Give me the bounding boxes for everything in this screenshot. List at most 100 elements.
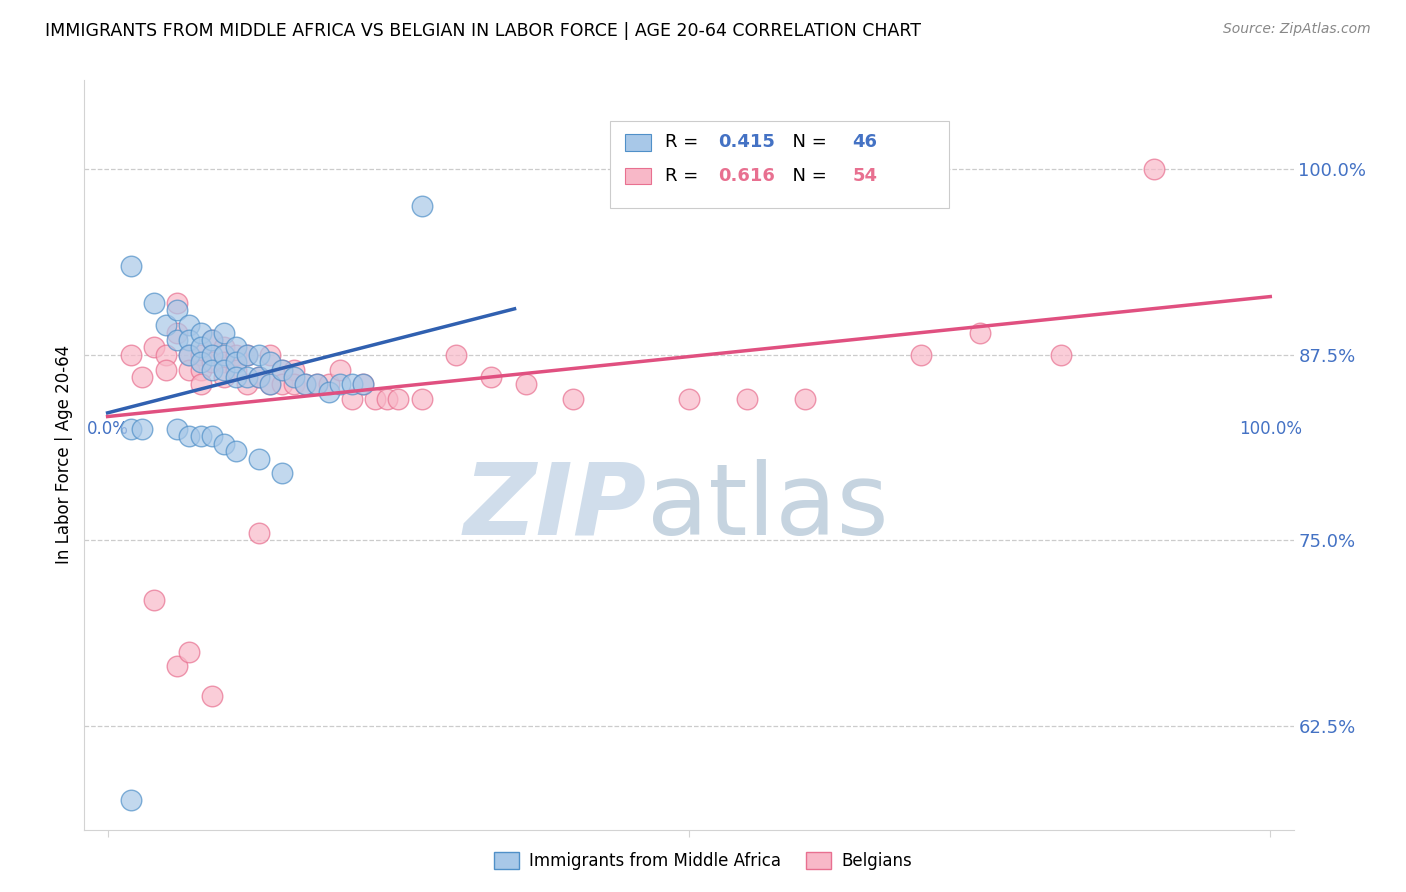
Point <box>212 362 235 376</box>
Point <box>155 348 177 362</box>
Point <box>225 355 247 369</box>
Point <box>212 355 235 369</box>
Text: N =: N = <box>780 134 832 152</box>
Point <box>166 326 188 340</box>
Point <box>364 392 387 407</box>
Point <box>283 377 305 392</box>
Point <box>201 333 224 347</box>
Point <box>225 444 247 458</box>
Text: R =: R = <box>665 134 704 152</box>
Point <box>411 392 433 407</box>
Point <box>120 422 142 436</box>
Point <box>177 318 200 332</box>
Point <box>352 377 374 392</box>
Point <box>177 348 200 362</box>
Point <box>177 362 200 376</box>
Point <box>515 377 537 392</box>
Point <box>305 377 328 392</box>
Point <box>247 370 270 384</box>
Point <box>225 348 247 362</box>
Point <box>271 362 294 376</box>
Point <box>271 377 294 392</box>
Point <box>177 333 200 347</box>
Point <box>166 296 188 310</box>
Point <box>969 326 991 340</box>
Point <box>120 793 142 807</box>
Point <box>247 348 270 362</box>
Point <box>247 451 270 466</box>
Point <box>143 296 166 310</box>
Text: IMMIGRANTS FROM MIDDLE AFRICA VS BELGIAN IN LABOR FORCE | AGE 20-64 CORRELATION : IMMIGRANTS FROM MIDDLE AFRICA VS BELGIAN… <box>45 22 921 40</box>
Text: 46: 46 <box>852 134 877 152</box>
Point <box>225 362 247 376</box>
Point <box>212 326 235 340</box>
Point <box>166 659 188 673</box>
Point <box>212 370 235 384</box>
Point <box>259 377 281 392</box>
Point <box>305 377 328 392</box>
Legend: Immigrants from Middle Africa, Belgians: Immigrants from Middle Africa, Belgians <box>488 845 918 877</box>
Point <box>283 370 305 384</box>
Point <box>212 340 235 354</box>
Point <box>201 362 224 376</box>
Point <box>340 392 363 407</box>
Point <box>201 355 224 369</box>
Point <box>155 362 177 376</box>
Y-axis label: In Labor Force | Age 20-64: In Labor Force | Age 20-64 <box>55 345 73 565</box>
Point <box>294 377 316 392</box>
Point <box>177 644 200 658</box>
Point <box>131 370 153 384</box>
Point <box>259 348 281 362</box>
Point <box>735 392 758 407</box>
Point <box>143 340 166 354</box>
Point <box>329 362 352 376</box>
Text: 0.0%: 0.0% <box>87 420 128 438</box>
Text: Source: ZipAtlas.com: Source: ZipAtlas.com <box>1223 22 1371 37</box>
Point <box>1050 348 1073 362</box>
Point <box>190 362 212 376</box>
Text: 0.415: 0.415 <box>718 134 775 152</box>
Point <box>411 199 433 213</box>
Point <box>318 377 340 392</box>
Point <box>201 333 224 347</box>
Point <box>201 429 224 443</box>
Point <box>247 370 270 384</box>
Point <box>794 392 817 407</box>
Point <box>236 377 259 392</box>
Point <box>225 340 247 354</box>
Point <box>294 377 316 392</box>
Point <box>236 348 259 362</box>
Point <box>247 525 270 540</box>
Point <box>561 392 583 407</box>
Text: 0.616: 0.616 <box>718 167 775 186</box>
Point <box>259 377 281 392</box>
Point <box>120 259 142 273</box>
FancyBboxPatch shape <box>624 168 651 185</box>
Point <box>236 348 259 362</box>
Point <box>446 348 468 362</box>
Text: N =: N = <box>780 167 832 186</box>
Text: R =: R = <box>665 167 704 186</box>
Point <box>155 318 177 332</box>
Point <box>190 429 212 443</box>
Point <box>201 689 224 703</box>
Point <box>190 377 212 392</box>
Point <box>143 592 166 607</box>
Point <box>910 348 932 362</box>
Point <box>352 377 374 392</box>
Text: 54: 54 <box>852 167 877 186</box>
Point <box>212 437 235 451</box>
Point <box>259 355 281 369</box>
Text: atlas: atlas <box>647 458 889 556</box>
Point <box>177 348 200 362</box>
Point <box>1143 162 1166 177</box>
Point <box>225 370 247 384</box>
Text: ZIP: ZIP <box>464 458 647 556</box>
Point <box>190 340 212 354</box>
Point <box>340 377 363 392</box>
Point <box>120 348 142 362</box>
Point <box>131 422 153 436</box>
Point <box>387 392 409 407</box>
Point <box>271 362 294 376</box>
Point <box>177 429 200 443</box>
